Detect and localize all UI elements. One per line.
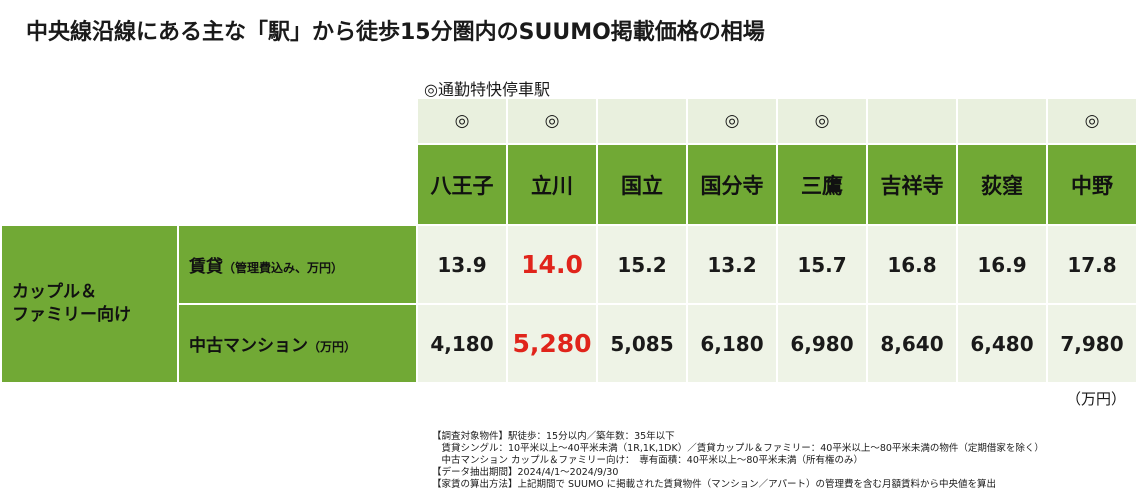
rapid-mark-cell xyxy=(958,99,1046,143)
condo-value: 6,980 xyxy=(778,305,866,382)
condo-row: 中古マンション（万円） 4,180 5,280 5,085 6,180 6,98… xyxy=(2,305,1136,382)
station-name: 三鷹 xyxy=(778,145,866,224)
group-label: カップル＆ ファミリー向け xyxy=(2,226,177,382)
condo-label-cell: 中古マンション（万円） xyxy=(179,305,416,382)
rapid-mark-cell: ◎ xyxy=(688,99,776,143)
rent-value: 15.7 xyxy=(778,226,866,303)
rapid-mark-cell: ◎ xyxy=(508,99,596,143)
rent-value: 15.2 xyxy=(598,226,686,303)
group-label-line1: カップル＆ xyxy=(12,282,97,303)
condo-value: 6,180 xyxy=(688,305,776,382)
footnote-line: 【データ抽出期間】2024/4/1～2024/9/30 xyxy=(432,467,619,478)
empty-cell xyxy=(2,99,416,143)
station-name: 荻窪 xyxy=(958,145,1046,224)
unit-label: （万円） xyxy=(1065,390,1126,408)
condo-sub-label: （万円） xyxy=(308,340,357,354)
rent-value: 13.9 xyxy=(418,226,506,303)
rent-value: 16.9 xyxy=(958,226,1046,303)
rent-label: 賃貸 xyxy=(189,257,223,277)
page-title: 中央線沿線にある主な「駅」から徒歩15分圏内のSUUMO掲載価格の相場 xyxy=(26,20,765,45)
price-table: ◎ ◎ ◎ ◎ ◎ 八王子 立川 国立 国分寺 三鷹 吉祥寺 荻窪 中野 カップ… xyxy=(0,97,1138,384)
rent-row: カップル＆ ファミリー向け 賃貸（管理費込み、万円） 13.9 14.0 15.… xyxy=(2,226,1136,382)
condo-value: 4,180 xyxy=(418,305,506,382)
rent-value-highlight: 14.0 xyxy=(508,226,596,303)
condo-value: 6,480 xyxy=(958,305,1046,382)
station-name: 八王子 xyxy=(418,145,506,224)
empty-cell xyxy=(2,145,416,224)
footnotes: 【調査対象物件】駅徒歩：15分以内／築年数：35年以下 賃貸シングル：10平米以… xyxy=(432,431,1044,491)
condo-value-highlight: 5,280 xyxy=(508,305,596,382)
rent-label-cell: 賃貸（管理費込み、万円） xyxy=(179,226,416,303)
rent-value: 17.8 xyxy=(1048,226,1136,303)
station-header-row: 八王子 立川 国立 国分寺 三鷹 吉祥寺 荻窪 中野 xyxy=(2,145,1136,224)
station-name: 中野 xyxy=(1048,145,1136,224)
footnote-line: 【調査対象物件】駅徒歩：15分以内／築年数：35年以下 xyxy=(432,431,675,442)
rent-value: 16.8 xyxy=(868,226,956,303)
station-name: 国立 xyxy=(598,145,686,224)
rapid-mark-cell xyxy=(598,99,686,143)
rent-value: 13.2 xyxy=(688,226,776,303)
station-name: 吉祥寺 xyxy=(868,145,956,224)
legend-rapid-stop: ◎通勤特快停車駅 xyxy=(424,80,550,99)
condo-value: 8,640 xyxy=(868,305,956,382)
rapid-row: ◎ ◎ ◎ ◎ ◎ xyxy=(2,99,1136,143)
station-name: 立川 xyxy=(508,145,596,224)
rapid-mark-cell: ◎ xyxy=(1048,99,1136,143)
rapid-mark-cell: ◎ xyxy=(778,99,866,143)
rapid-mark-cell: ◎ xyxy=(418,99,506,143)
group-label-line2: ファミリー向け xyxy=(12,305,131,325)
condo-value: 5,085 xyxy=(598,305,686,382)
footnote-line: 賃貸シングル：10平米以上～40平米未満（1R,1K,1DK）／賃貸カップル＆フ… xyxy=(432,443,1044,454)
condo-value: 7,980 xyxy=(1048,305,1136,382)
rent-sub-label: （管理費込み、万円） xyxy=(223,261,344,275)
footnote-line: 中古マンション カップル＆ファミリー向け： 専有面積：40平米以上～80平米未満… xyxy=(432,455,863,466)
footnote-line: 【家賃の算出方法】上記期間で SUUMO に掲載された賃貸物件（マンション／アパ… xyxy=(432,479,996,490)
rapid-mark-cell xyxy=(868,99,956,143)
station-name: 国分寺 xyxy=(688,145,776,224)
condo-label: 中古マンション xyxy=(189,336,308,356)
